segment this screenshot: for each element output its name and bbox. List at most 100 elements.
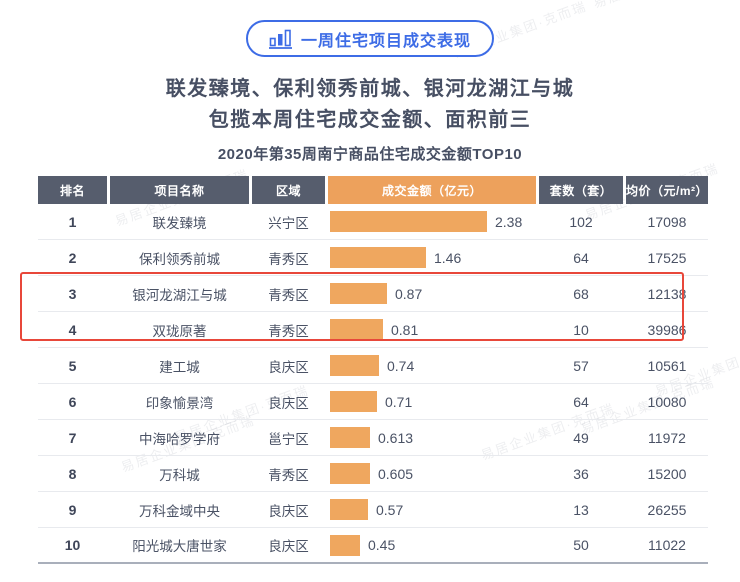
amount-bar [330,247,426,268]
table-row: 8 万科城 青秀区 0.605 36 15200 [38,456,708,492]
page-title: 联发臻境、保利领秀前城、银河龙湖江与城 包揽本周住宅成交金额、面积前三 [0,74,740,136]
amount-cell: 0.613 [328,420,536,455]
amount-cell: 0.605 [328,456,536,491]
district-cell: 青秀区 [268,323,309,339]
district-cell: 青秀区 [268,287,309,303]
district-cell: 青秀区 [268,467,309,483]
table-row: 1 联发臻境 兴宁区 2.38 102 17098 [38,204,708,240]
amount-cell: 0.71 [328,384,536,419]
project-name-cell: 联发臻境 [152,215,207,231]
amount-bar [330,283,387,304]
rank-cell: 7 [68,429,77,446]
avg-price-cell: 11022 [648,537,686,553]
table-row: 7 中海哈罗学府 邕宁区 0.613 49 11972 [38,420,708,456]
district-cell: 良庆区 [268,539,309,554]
table-header: 排名 项目名称 区域 成交金额（亿元） 套数（套） 均价（元/m²） [38,176,708,204]
amount-value: 0.605 [378,465,414,482]
amount-cell: 0.74 [328,348,536,383]
avg-price-cell: 10080 [647,393,687,410]
watermark: 易居企业集团·克而瑞 [590,0,729,12]
table-row: 2 保利领秀前城 青秀区 1.46 64 17525 [38,240,708,276]
rank-cell: 3 [68,285,77,302]
units-cell: 50 [573,537,589,553]
rank-cell: 10 [64,537,81,553]
units-cell: 64 [573,393,589,410]
units-cell: 102 [569,213,593,230]
units-cell: 13 [573,501,589,518]
table-row: 5 建工城 良庆区 0.74 57 10561 [38,348,708,384]
amount-bar [330,211,487,232]
avg-price-cell: 17098 [647,213,687,230]
header-district: 区域 [252,176,325,204]
rank-cell: 1 [68,213,77,230]
amount-value: 0.81 [391,321,419,338]
amount-bar [330,427,370,448]
amount-bar [330,319,383,340]
project-name-cell: 建工城 [159,359,200,375]
table-row: 4 双珑原著 青秀区 0.81 10 39986 [38,312,708,348]
units-cell: 10 [573,321,589,338]
avg-price-cell: 11972 [648,429,686,446]
units-cell: 64 [573,249,589,266]
project-name-cell: 双珑原著 [152,323,207,339]
header-avg-price: 均价（元/m²） [626,176,708,204]
units-cell: 49 [573,429,589,446]
rank-cell: 4 [68,321,77,338]
rank-cell: 9 [68,501,77,518]
amount-value: 0.87 [395,285,423,302]
badge-label: 一周住宅项目成交表现 [300,32,472,50]
bar-chart-icon [268,29,292,49]
project-name-cell: 万科城 [159,467,200,483]
chart-subtitle: 2020年第35周南宁商品住宅成交金额TOP10 [217,146,523,163]
avg-price-cell: 26255 [647,501,687,518]
avg-price-cell: 10561 [647,357,687,374]
project-name-cell: 保利领秀前城 [139,251,220,267]
table-row: 3 银河龙湖江与城 青秀区 0.87 68 12138 [38,276,708,312]
amount-cell: 0.45 [328,528,536,562]
amount-value: 0.71 [385,393,413,410]
project-name-cell: 中海哈罗学府 [139,431,220,447]
amount-cell: 0.81 [328,312,536,347]
avg-price-cell: 39986 [647,321,687,338]
amount-bar [330,534,360,556]
amount-value: 0.74 [387,357,415,374]
amount-cell: 2.38 [328,204,536,239]
header-project-name: 项目名称 [110,176,249,204]
project-name-cell: 阳光城大唐世家 [132,539,227,554]
amount-bar [330,463,370,484]
header-rank: 排名 [38,176,107,204]
amount-cell: 0.57 [328,492,536,527]
header-units: 套数（套） [539,176,623,204]
rank-cell: 6 [68,393,77,410]
table-row: 6 印象愉景湾 良庆区 0.71 64 10080 [38,384,708,420]
district-cell: 兴宁区 [268,215,309,231]
amount-value: 0.45 [368,537,396,553]
amount-cell: 1.46 [328,240,536,275]
amount-cell: 0.87 [328,276,536,311]
project-name-cell: 银河龙湖江与城 [132,287,227,303]
units-cell: 57 [573,357,589,374]
district-cell: 良庆区 [268,395,309,411]
project-name-cell: 万科金域中央 [139,503,220,519]
table-body: 1 联发臻境 兴宁区 2.38 102 17098 2 保利领秀前城 青秀区 1.46 64 1752… [38,204,708,564]
avg-price-cell: 15200 [647,465,687,482]
rank-cell: 5 [68,357,77,374]
header-amount: 成交金额（亿元） [328,176,536,204]
avg-price-cell: 17525 [647,249,687,266]
rank-cell: 8 [68,465,77,482]
project-name-cell: 印象愉景湾 [145,395,214,411]
district-cell: 青秀区 [268,251,309,267]
section-badge: 一周住宅项目成交表现 [245,20,495,57]
rank-cell: 2 [68,249,77,266]
avg-price-cell: 12138 [647,285,687,302]
amount-bar [330,355,379,376]
units-cell: 36 [573,465,589,482]
top10-table: 排名 项目名称 区域 成交金额（亿元） 套数（套） 均价（元/m²） 1 联发臻境… [20,176,708,564]
amount-value: 1.46 [434,249,462,266]
title-line-2: 包揽本周住宅成交金额、面积前三 [208,109,532,131]
units-cell: 68 [573,285,589,302]
table-row: 9 万科金域中央 良庆区 0.57 13 26255 [38,492,708,528]
amount-bar [330,499,368,520]
district-cell: 邕宁区 [268,431,309,447]
district-cell: 良庆区 [268,359,309,375]
